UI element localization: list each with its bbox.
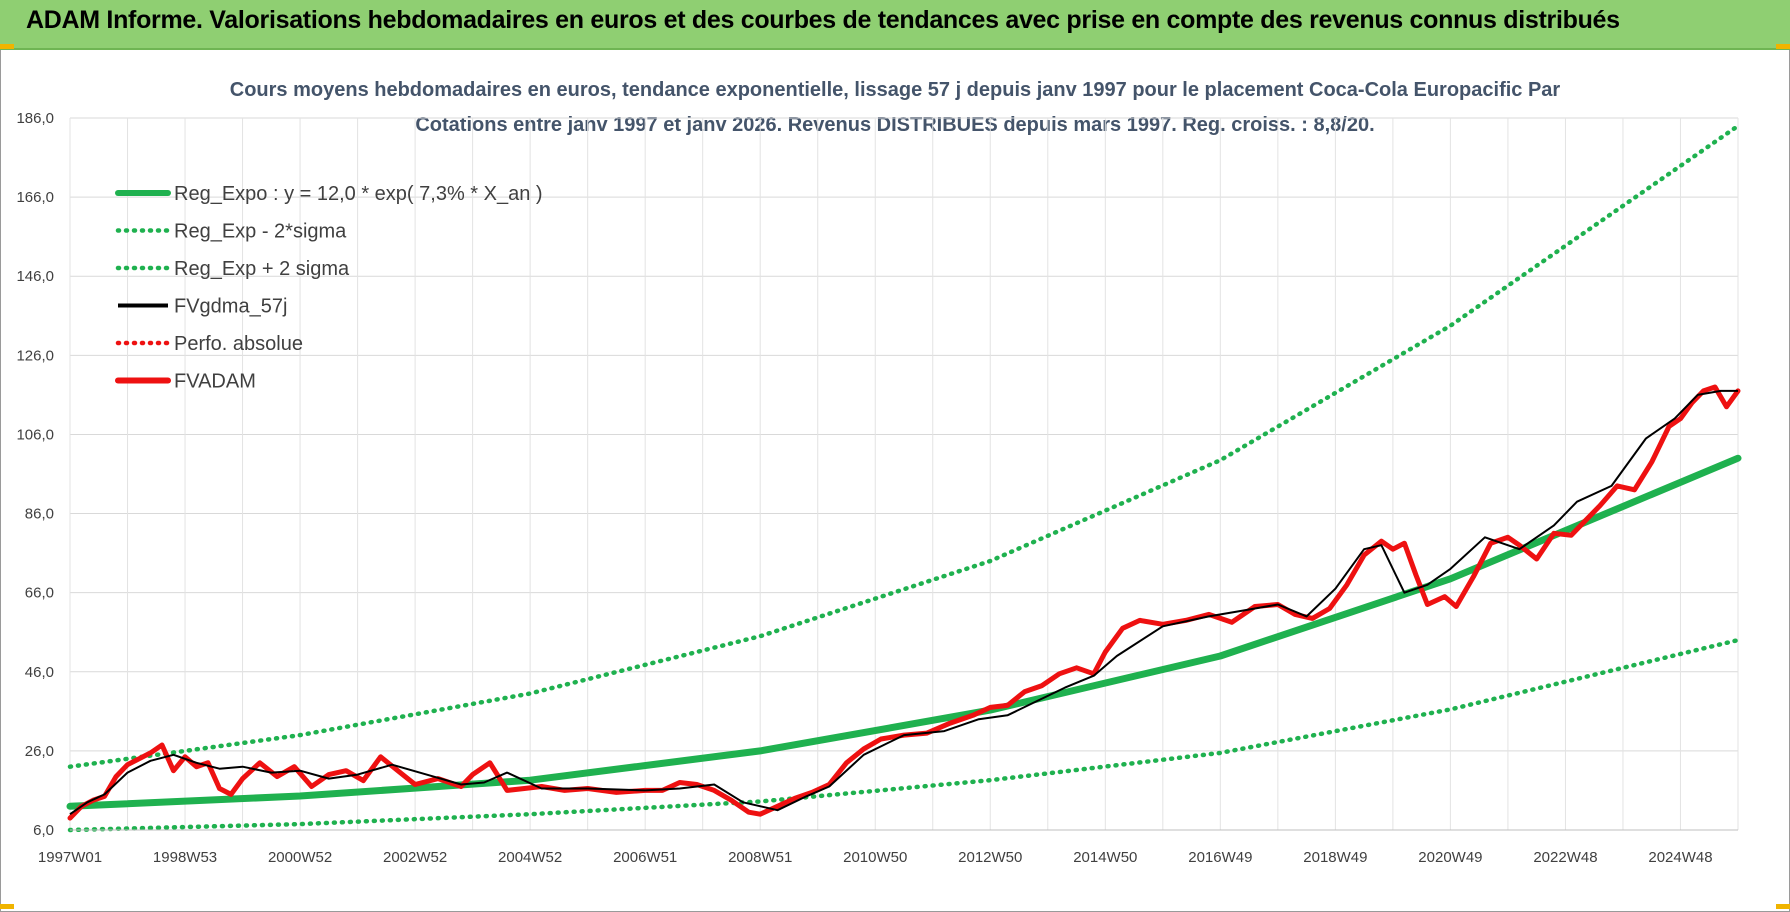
legend-label: Perfo. absolue <box>174 333 303 355</box>
x-tick-label: 2016W49 <box>1188 849 1252 866</box>
legend-label: Reg_Exp - 2*sigma <box>174 221 347 243</box>
legend: Reg_Expo : y = 12,0 * exp( 7,3% * X_an )… <box>115 183 543 393</box>
x-tick-label: 2002W52 <box>383 849 447 866</box>
page-title: ADAM Informe. Valorisations hebdomadaire… <box>26 6 1620 34</box>
series-line-1 <box>67 637 1741 833</box>
series-layer <box>66 123 1742 833</box>
x-tick-label: 2024W48 <box>1648 849 1712 866</box>
legend-label: Reg_Exp + 2 sigma <box>174 258 350 280</box>
chart-title-line2: Cotations entre janv 1997 et janv 2026. … <box>415 114 1374 136</box>
series-line-3 <box>69 389 1738 816</box>
x-tick-label: 2006W51 <box>613 849 677 866</box>
legend-label: FVADAM <box>174 371 256 393</box>
corner-marker <box>1776 44 1790 49</box>
y-tick-label: 86,0 <box>25 506 54 523</box>
x-tick-label: 2020W49 <box>1418 849 1482 866</box>
y-tick-label: 126,0 <box>16 347 54 364</box>
axes: 186,0 166,0 146,0 126,0 106,0 86,0 66,0 46,0 26,… <box>16 110 1738 866</box>
corner-marker <box>0 904 14 909</box>
x-tick-label: 2004W52 <box>498 849 562 866</box>
corner-marker <box>0 44 14 49</box>
grid <box>69 117 1739 831</box>
x-tick-label: 2000W52 <box>268 849 332 866</box>
x-tick-label: 2010W50 <box>843 849 907 866</box>
x-tick-label: 2012W50 <box>958 849 1022 866</box>
x-tick-label: 2018W49 <box>1303 849 1367 866</box>
series-line-2 <box>67 123 1741 769</box>
legend-label: FVgdma_57j <box>174 296 287 318</box>
y-tick-label: 166,0 <box>16 189 54 206</box>
y-tick-label: 146,0 <box>16 268 54 285</box>
legend-label: Reg_Expo : y = 12,0 * exp( 7,3% * X_an ) <box>174 183 543 205</box>
x-tick-label: 1997W01 <box>38 849 102 866</box>
x-tick-label: 2008W51 <box>728 849 792 866</box>
corner-marker <box>1776 904 1790 909</box>
y-tick-label: 106,0 <box>16 426 54 443</box>
y-tick-label: 186,0 <box>16 110 54 127</box>
series-line-5 <box>67 384 1741 821</box>
y-tick-label: 46,0 <box>25 664 54 681</box>
x-tick-label: 2014W50 <box>1073 849 1137 866</box>
page-header: ADAM Informe. Valorisations hebdomadaire… <box>0 0 1790 50</box>
series-line-0 <box>66 454 1742 810</box>
y-tick-label: 26,0 <box>25 743 54 760</box>
chart-title-line1: Cours moyens hebdomadaires en euros, ten… <box>230 79 1561 101</box>
x-tick-label: 1998W53 <box>153 849 217 866</box>
y-tick-label: 6,0 <box>33 822 54 839</box>
y-tick-label: 66,0 <box>25 585 54 602</box>
x-tick-label: 2022W48 <box>1533 849 1597 866</box>
